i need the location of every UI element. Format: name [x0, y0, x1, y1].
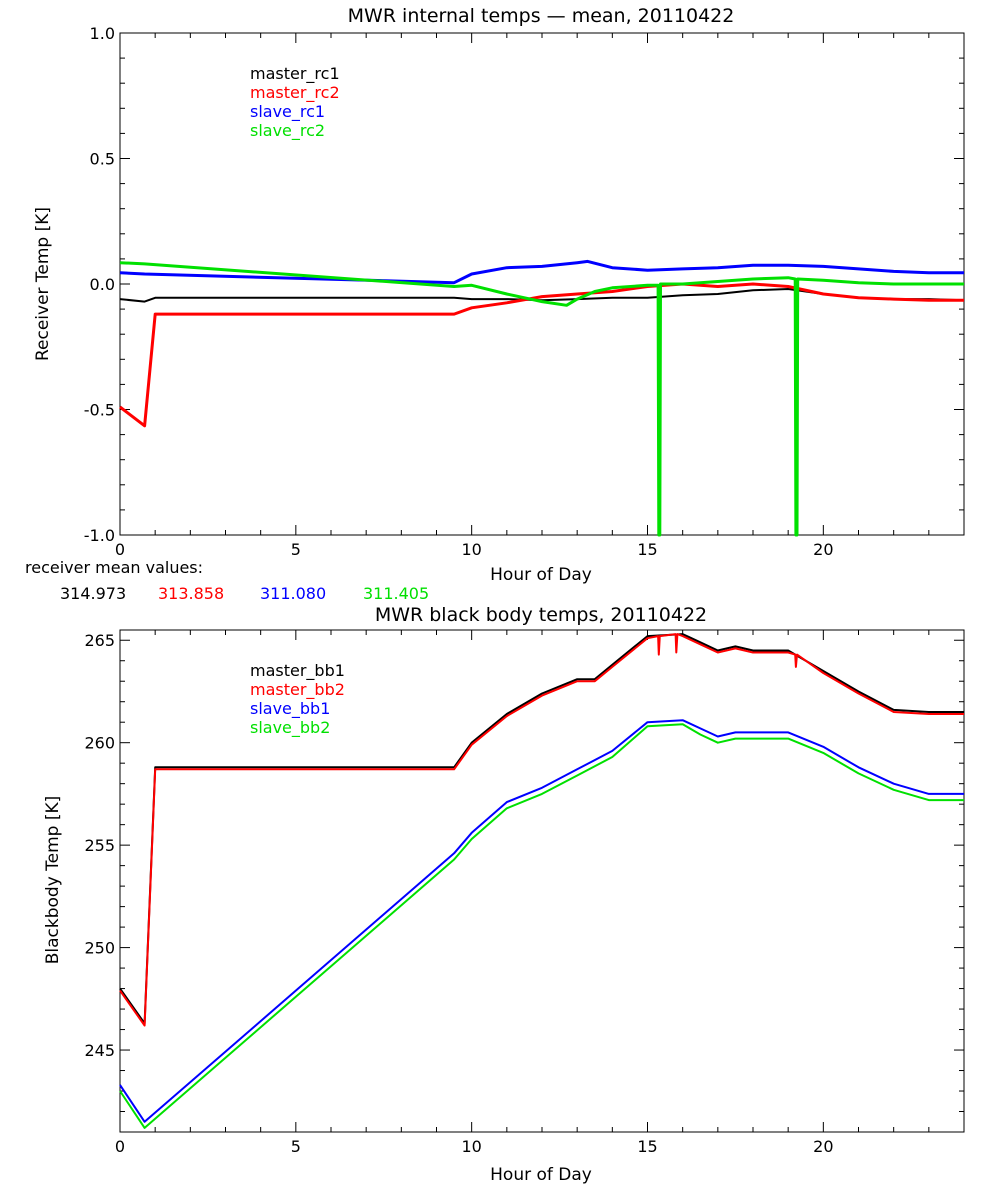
- series-line-master-rc2: [119, 282, 964, 428]
- receiver-chart: MWR internal temps — mean, 20110422 Hour…: [25, 5, 965, 603]
- blackbody-x-axis-label: Hour of Day: [490, 1165, 592, 1185]
- blackbody-ytick-label: 245: [84, 1041, 115, 1060]
- blackbody-chart: MWR black body temps, 20110422 Hour of D…: [43, 604, 965, 1185]
- blackbody-ytick-label: 265: [84, 631, 115, 650]
- series-line-master-bb1: [119, 633, 964, 1025]
- blackbody-series-group: [119, 633, 964, 1129]
- series-line-slave-rc2: [119, 261, 964, 537]
- blackbody-ytick-label: 255: [84, 836, 115, 855]
- series-line-slave-bb1: [119, 719, 964, 1123]
- receiver-xtick-label: 15: [637, 540, 657, 559]
- blackbody-plot-frame: [119, 629, 965, 1133]
- legend-entry-slave-bb1: slave_bb1: [250, 699, 330, 719]
- blackbody-xtick-label: 10: [461, 1137, 481, 1156]
- series-line-master-bb2: [119, 633, 964, 1027]
- receiver-xtick-label: 5: [291, 540, 301, 559]
- receiver-xtick-label: 10: [461, 540, 481, 559]
- blackbody-ytick-label: 250: [84, 939, 115, 958]
- receiver-plot-frame: [119, 32, 965, 536]
- series-line-slave-bb2: [119, 723, 964, 1129]
- receiver-mean-value-master-rc2: 313.858: [158, 584, 224, 603]
- receiver-mean-label: receiver mean values:: [25, 558, 203, 577]
- receiver-xtick-label: 0: [115, 540, 125, 559]
- receiver-mean-values: 314.973 313.858 311.080 311.405: [60, 584, 429, 603]
- blackbody-ytick-label: 260: [84, 734, 115, 753]
- legend-entry-slave-rc2: slave_rc2: [250, 121, 325, 141]
- receiver-ytick-label: -0.5: [84, 401, 115, 420]
- receiver-mean-value-slave-rc1: 311.080: [260, 584, 326, 603]
- receiver-xtick-label: 20: [813, 540, 833, 559]
- blackbody-xtick-label: 5: [291, 1137, 301, 1156]
- blackbody-chart-title: MWR black body temps, 20110422: [375, 604, 707, 626]
- legend-entry-master-bb2: master_bb2: [250, 680, 345, 700]
- legend-entry-master-rc2: master_rc2: [250, 83, 340, 103]
- blackbody-y-axis-label: Blackbody Temp [K]: [43, 796, 63, 965]
- blackbody-axis-ticks: 0 5 10 15 20 245 250 255 260 265: [84, 630, 965, 1156]
- receiver-ytick-label: 1.0: [90, 24, 115, 43]
- receiver-mean-value-master-rc1: 314.973: [60, 584, 126, 603]
- legend-entry-master-bb1: master_bb1: [250, 661, 345, 681]
- receiver-x-axis-label: Hour of Day: [490, 565, 592, 585]
- series-line-slave-rc1: [119, 259, 964, 285]
- blackbody-xtick-label: 20: [813, 1137, 833, 1156]
- receiver-ytick-label: 0.0: [90, 275, 115, 294]
- receiver-chart-title: MWR internal temps — mean, 20110422: [348, 5, 735, 27]
- blackbody-xtick-label: 0: [115, 1137, 125, 1156]
- receiver-axis-ticks: 0 5 10 15 20 -1.0 -0.5 0.0 0.5 1.0: [84, 24, 965, 559]
- receiver-mean-value-slave-rc2: 311.405: [363, 584, 429, 603]
- legend-entry-slave-bb2: slave_bb2: [250, 718, 330, 738]
- receiver-ytick-label: 0.5: [90, 150, 115, 169]
- blackbody-xtick-label: 15: [637, 1137, 657, 1156]
- legend-entry-slave-rc1: slave_rc1: [250, 102, 325, 122]
- receiver-ytick-label: -1.0: [84, 526, 115, 545]
- legend-entry-master-rc1: master_rc1: [250, 64, 340, 84]
- receiver-series-group: [119, 259, 965, 537]
- receiver-y-axis-label: Receiver Temp [K]: [33, 207, 53, 361]
